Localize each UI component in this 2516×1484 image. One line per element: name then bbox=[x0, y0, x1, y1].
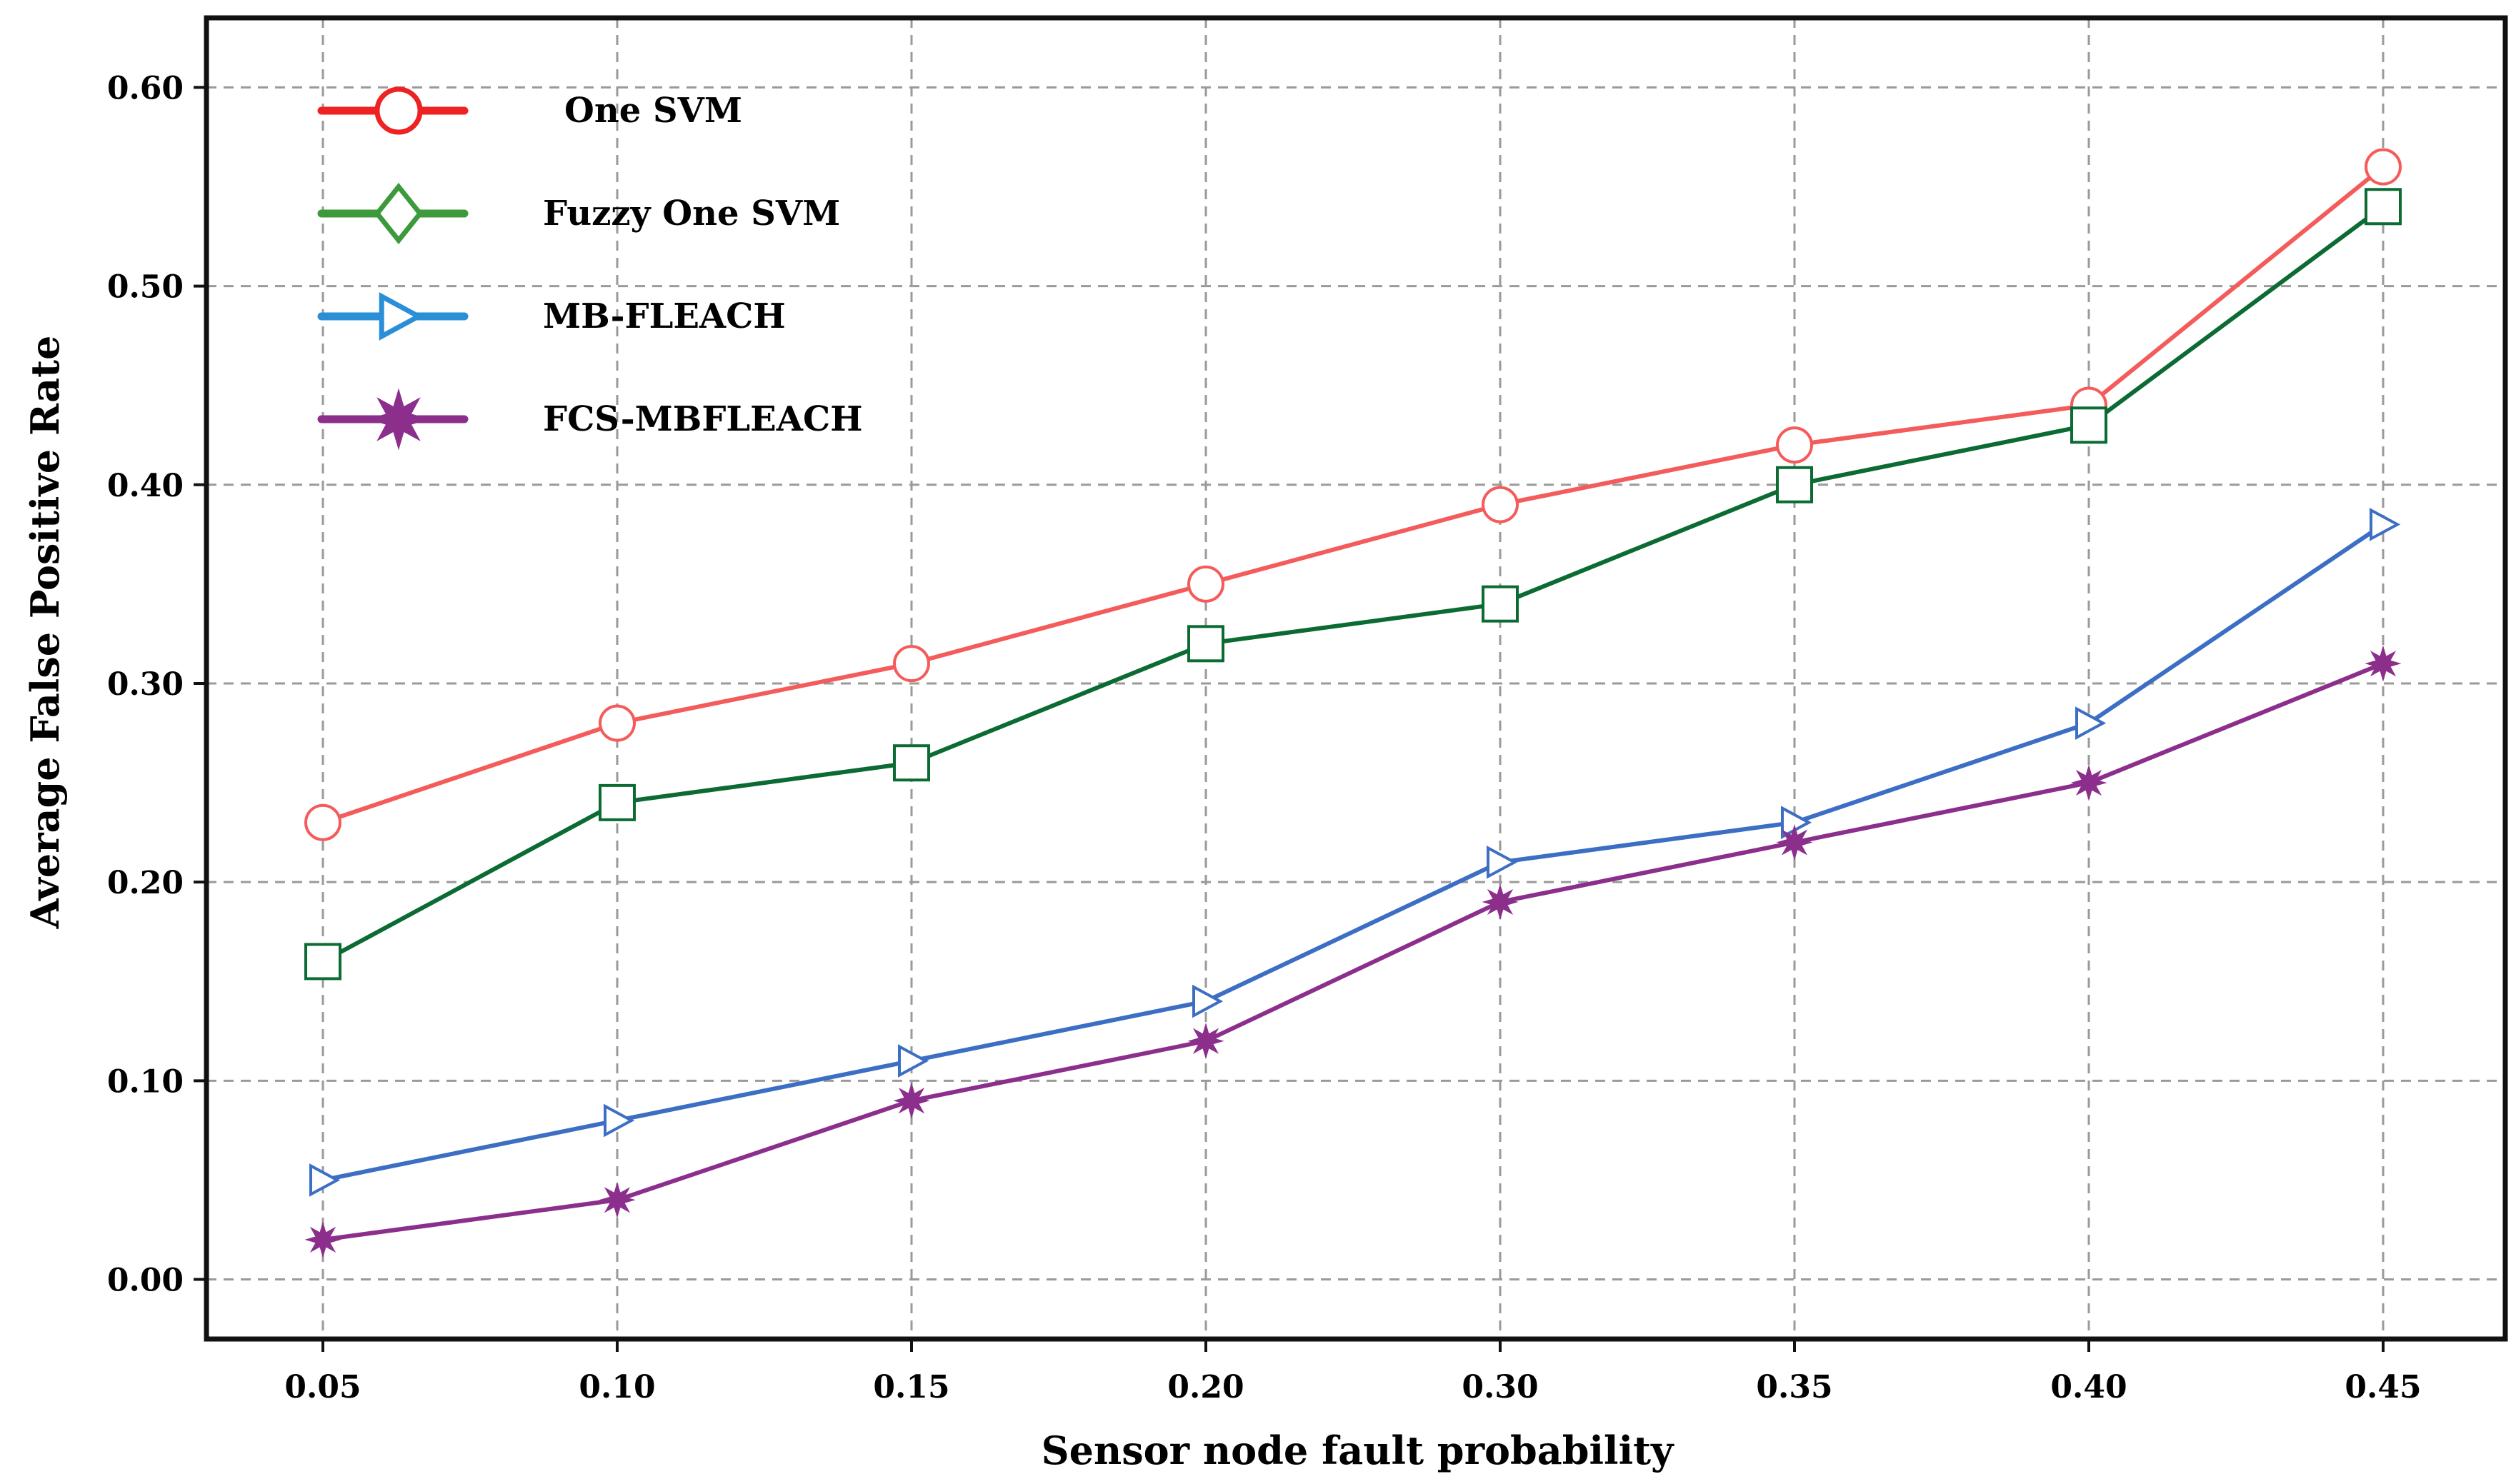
legend: One SVM Fuzzy One SVM MB-FLEACH FCS-MBFLEAC… bbox=[317, 86, 863, 451]
data-point bbox=[1187, 565, 1224, 603]
data-point bbox=[1482, 883, 1519, 921]
data-point bbox=[2370, 508, 2401, 541]
series-one-svm bbox=[304, 148, 2402, 841]
y-tick-label: 0.40 bbox=[107, 468, 184, 504]
x-tick-label: 0.20 bbox=[1167, 1369, 1244, 1405]
data-point bbox=[893, 744, 930, 782]
series-group bbox=[304, 148, 2402, 1258]
data-point bbox=[1776, 466, 1813, 503]
y-axis-ticks: 0.00 0.10 0.20 0.30 0.40 0.50 0.60 bbox=[107, 70, 206, 1299]
x-tick-label: 0.40 bbox=[2050, 1369, 2127, 1405]
y-tick-label: 0.20 bbox=[107, 865, 184, 901]
data-point bbox=[2075, 706, 2107, 740]
series-fuzzy-one-svm bbox=[304, 188, 2402, 981]
data-point bbox=[599, 1181, 636, 1218]
data-point bbox=[2070, 406, 2107, 444]
legend-marker bbox=[367, 388, 430, 451]
series-fcs-mbfleach bbox=[304, 645, 2402, 1258]
data-point bbox=[2365, 148, 2402, 186]
y-tick-label: 0.30 bbox=[107, 666, 184, 703]
data-point bbox=[309, 1163, 341, 1197]
legend-label: MB-FLEACH bbox=[543, 296, 786, 336]
data-point bbox=[604, 1103, 635, 1138]
series-line bbox=[322, 522, 2385, 1183]
y-tick-label: 0.60 bbox=[107, 70, 184, 106]
data-point bbox=[1187, 625, 1224, 663]
series-line bbox=[321, 204, 2385, 964]
x-tick-label: 0.10 bbox=[579, 1369, 655, 1405]
data-point bbox=[893, 645, 930, 683]
y-tick-label: 0.00 bbox=[107, 1263, 184, 1299]
x-tick-label: 0.05 bbox=[284, 1369, 361, 1405]
legend-item: One SVM bbox=[317, 86, 742, 135]
data-point bbox=[1482, 486, 1519, 523]
series-line bbox=[322, 165, 2385, 825]
data-point bbox=[1482, 585, 1519, 623]
data-point bbox=[599, 704, 636, 742]
x-tick-label: 0.30 bbox=[1462, 1369, 1538, 1405]
x-axis-title: Sensor node fault probability bbox=[1042, 1428, 1674, 1473]
data-point bbox=[304, 803, 341, 841]
data-point bbox=[1776, 426, 1813, 464]
data-point bbox=[2070, 764, 2107, 801]
plot-frame bbox=[204, 15, 2508, 1342]
data-point bbox=[304, 1221, 341, 1258]
data-point bbox=[898, 1044, 929, 1078]
legend-item: Fuzzy One SVM bbox=[317, 182, 840, 245]
data-point bbox=[304, 943, 341, 981]
data-point bbox=[2365, 645, 2402, 682]
legend-label: Fuzzy One SVM bbox=[543, 194, 840, 234]
legend-marker bbox=[374, 182, 424, 245]
x-tick-label: 0.35 bbox=[1756, 1369, 1832, 1405]
legend-item: FCS-MBFLEACH bbox=[317, 388, 863, 451]
data-point bbox=[1187, 1023, 1224, 1060]
legend-marker bbox=[379, 292, 424, 341]
legend-label: FCS-MBFLEACH bbox=[543, 399, 863, 439]
y-axis-title: Average False Positive Rate bbox=[22, 336, 68, 930]
data-point bbox=[599, 783, 636, 821]
grid bbox=[206, 18, 2505, 1339]
data-point bbox=[1192, 984, 1224, 1018]
x-axis-ticks: 0.05 0.10 0.15 0.20 0.30 0.35 0.40 0.45 bbox=[284, 1339, 2422, 1405]
legend-marker bbox=[374, 86, 423, 135]
data-point bbox=[893, 1082, 930, 1119]
data-point bbox=[1487, 845, 1518, 879]
series-line bbox=[322, 661, 2385, 1242]
legend-label: One SVM bbox=[564, 91, 742, 131]
series-mb-fleach bbox=[309, 508, 2401, 1197]
x-tick-label: 0.15 bbox=[873, 1369, 949, 1405]
legend-item: MB-FLEACH bbox=[317, 292, 786, 341]
x-tick-label: 0.45 bbox=[2345, 1369, 2421, 1405]
data-point bbox=[2365, 188, 2402, 226]
data-point bbox=[1776, 823, 1813, 861]
y-tick-label: 0.10 bbox=[107, 1063, 184, 1100]
y-tick-label: 0.50 bbox=[107, 269, 184, 306]
